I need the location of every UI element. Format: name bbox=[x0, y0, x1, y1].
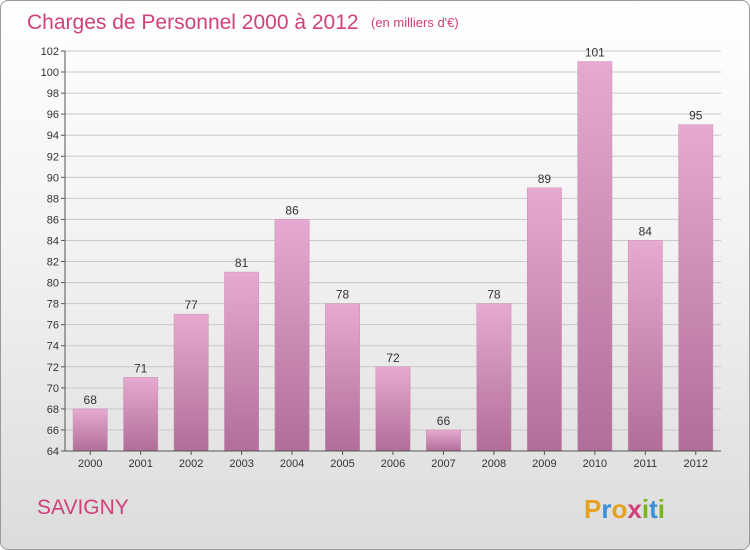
data-label-2011: 84 bbox=[639, 224, 653, 238]
x-tick-label-2002: 2002 bbox=[179, 458, 203, 470]
data-label-2012: 95 bbox=[689, 109, 703, 123]
logo-letter: t bbox=[649, 494, 658, 524]
bar-2010 bbox=[577, 61, 613, 452]
data-label-2003: 81 bbox=[235, 256, 249, 270]
data-label-2000: 68 bbox=[84, 393, 98, 407]
y-tick-label: 96 bbox=[47, 109, 59, 121]
x-tick-label-2005: 2005 bbox=[330, 458, 354, 470]
city-name: SAVIGNY bbox=[37, 496, 129, 519]
data-label-2005: 78 bbox=[336, 288, 350, 302]
y-tick-label: 70 bbox=[47, 383, 59, 395]
bar-2005 bbox=[325, 303, 360, 452]
y-tick-label: 76 bbox=[47, 320, 59, 332]
bar-2009 bbox=[526, 187, 562, 452]
y-tick-label: 90 bbox=[47, 172, 59, 184]
bar-2001 bbox=[123, 377, 159, 452]
x-tick-label-2010: 2010 bbox=[583, 458, 607, 470]
x-tick-label-2003: 2003 bbox=[229, 458, 253, 470]
proxiti-logo: Proxiti bbox=[584, 494, 665, 524]
y-tick-label: 98 bbox=[47, 88, 59, 100]
bar-2000 bbox=[72, 408, 108, 452]
y-tick-label: 74 bbox=[47, 341, 59, 353]
logo-letter: i bbox=[642, 494, 649, 524]
data-label-2007: 66 bbox=[437, 414, 451, 428]
data-label-2004: 86 bbox=[285, 203, 299, 217]
y-tick-label: 88 bbox=[47, 193, 59, 205]
bar-2012 bbox=[678, 124, 714, 452]
x-tick-label-2012: 2012 bbox=[684, 458, 708, 470]
y-tick-label: 72 bbox=[47, 362, 59, 374]
bar-2004 bbox=[274, 219, 310, 452]
logo-letter: o bbox=[611, 494, 627, 524]
logo-letter: r bbox=[601, 494, 611, 524]
y-tick-label: 68 bbox=[47, 404, 59, 416]
bar-2006 bbox=[375, 366, 411, 452]
y-tick-label: 82 bbox=[47, 257, 59, 269]
y-tick-label: 94 bbox=[47, 130, 59, 142]
x-tick-label-2007: 2007 bbox=[431, 458, 455, 470]
x-tick-label-2000: 2000 bbox=[78, 458, 102, 470]
x-tick-label-2001: 2001 bbox=[128, 458, 152, 470]
x-tick-label-2011: 2011 bbox=[633, 458, 657, 470]
y-tick-label: 78 bbox=[47, 299, 59, 311]
bar-2003 bbox=[224, 271, 260, 452]
y-tick-label: 66 bbox=[47, 425, 59, 437]
labels-layer: 68 71 77 81 86 78 72 66 78 89 101 84 95 bbox=[84, 46, 703, 428]
x-tick-label-2009: 2009 bbox=[532, 458, 556, 470]
y-tick-label: 84 bbox=[47, 235, 59, 247]
bar-2007 bbox=[426, 429, 461, 452]
data-label-2002: 77 bbox=[184, 298, 198, 312]
y-tick-label: 86 bbox=[47, 214, 59, 226]
chart-title: Charges de Personnel 2000 à 2012 bbox=[27, 11, 359, 34]
data-label-2010: 101 bbox=[585, 46, 605, 60]
bar-2002 bbox=[173, 313, 209, 452]
y-tick-label: 64 bbox=[47, 446, 59, 458]
logo-letter: i bbox=[658, 494, 665, 524]
x-tick-label-2008: 2008 bbox=[482, 458, 506, 470]
logo-letter: x bbox=[627, 494, 642, 524]
x-tick-label-2004: 2004 bbox=[280, 458, 304, 470]
data-label-2009: 89 bbox=[538, 172, 552, 186]
bars-layer bbox=[72, 61, 714, 452]
data-label-2001: 71 bbox=[134, 361, 148, 375]
y-tick-label: 102 bbox=[41, 46, 59, 58]
bar-2008 bbox=[476, 303, 512, 452]
y-tick-label: 100 bbox=[41, 67, 59, 79]
chart-subtitle: (en milliers d'€) bbox=[371, 15, 459, 30]
logo-letter: P bbox=[584, 494, 601, 524]
y-tick-label: 92 bbox=[47, 151, 59, 163]
x-tick-label-2006: 2006 bbox=[381, 458, 405, 470]
data-label-2006: 72 bbox=[386, 351, 400, 365]
bar-2011 bbox=[627, 240, 663, 452]
y-tick-label: 80 bbox=[47, 278, 59, 290]
axis-layer: 64 66 68 70 72 74 76 78 80 82 84 86 88 90 92 94 96 98 100 1… bbox=[41, 46, 721, 470]
data-label-2008: 78 bbox=[487, 288, 501, 302]
